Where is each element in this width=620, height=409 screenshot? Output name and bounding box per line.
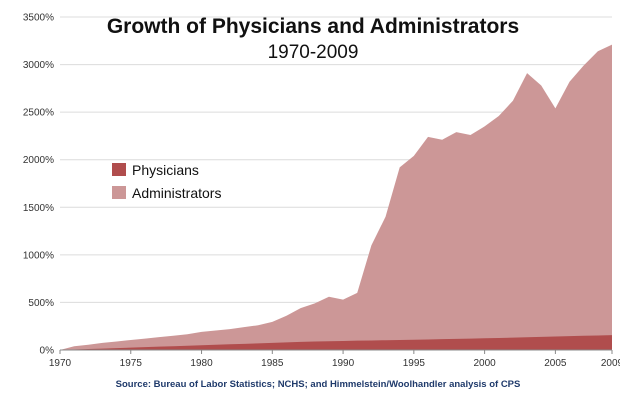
y-axis-ticks: 0% 500% 1000% 1500% 2000% 2500% 3000% 3500%	[23, 13, 54, 357]
y-tick-label: 2500%	[23, 108, 54, 119]
legend-swatch-physicians	[112, 163, 126, 176]
legend-label-physicians: Physicians	[132, 162, 199, 178]
x-tick-label: 1995	[403, 358, 426, 369]
area-administrators	[60, 44, 612, 351]
x-tick-label: 2009	[601, 358, 620, 369]
x-tick-label: 1980	[190, 358, 213, 369]
plot-areas	[60, 44, 612, 351]
chart-title: Growth of Physicians and Administrators	[107, 15, 519, 38]
chart-subtitle: 1970-2009	[268, 42, 359, 63]
x-tick-label: 1975	[120, 358, 143, 369]
y-tick-label: 500%	[28, 298, 54, 309]
legend-swatch-administrators	[112, 186, 126, 199]
x-tick-label: 1985	[261, 358, 284, 369]
y-tick-label: 0%	[40, 346, 55, 357]
x-tick-label: 1970	[49, 358, 72, 369]
x-tick-label: 2005	[544, 358, 567, 369]
x-tick-label: 2000	[473, 358, 496, 369]
legend-label-administrators: Administrators	[132, 185, 221, 201]
y-tick-label: 2000%	[23, 155, 54, 166]
y-tick-label: 3500%	[23, 13, 54, 24]
x-tick-label: 1990	[332, 358, 355, 369]
x-axis-ticks: 1970 1975 1980 1985 1990 1995 2000 2005 2009	[49, 350, 620, 369]
y-tick-label: 1000%	[23, 250, 54, 261]
grid	[60, 16, 612, 303]
legend: Physicians Administrators	[112, 162, 221, 201]
y-tick-label: 1500%	[23, 203, 54, 214]
source-note: Source: Bureau of Labor Statistics; NCHS…	[116, 379, 521, 390]
area-physicians	[60, 335, 612, 350]
y-tick-label: 3000%	[23, 60, 54, 71]
